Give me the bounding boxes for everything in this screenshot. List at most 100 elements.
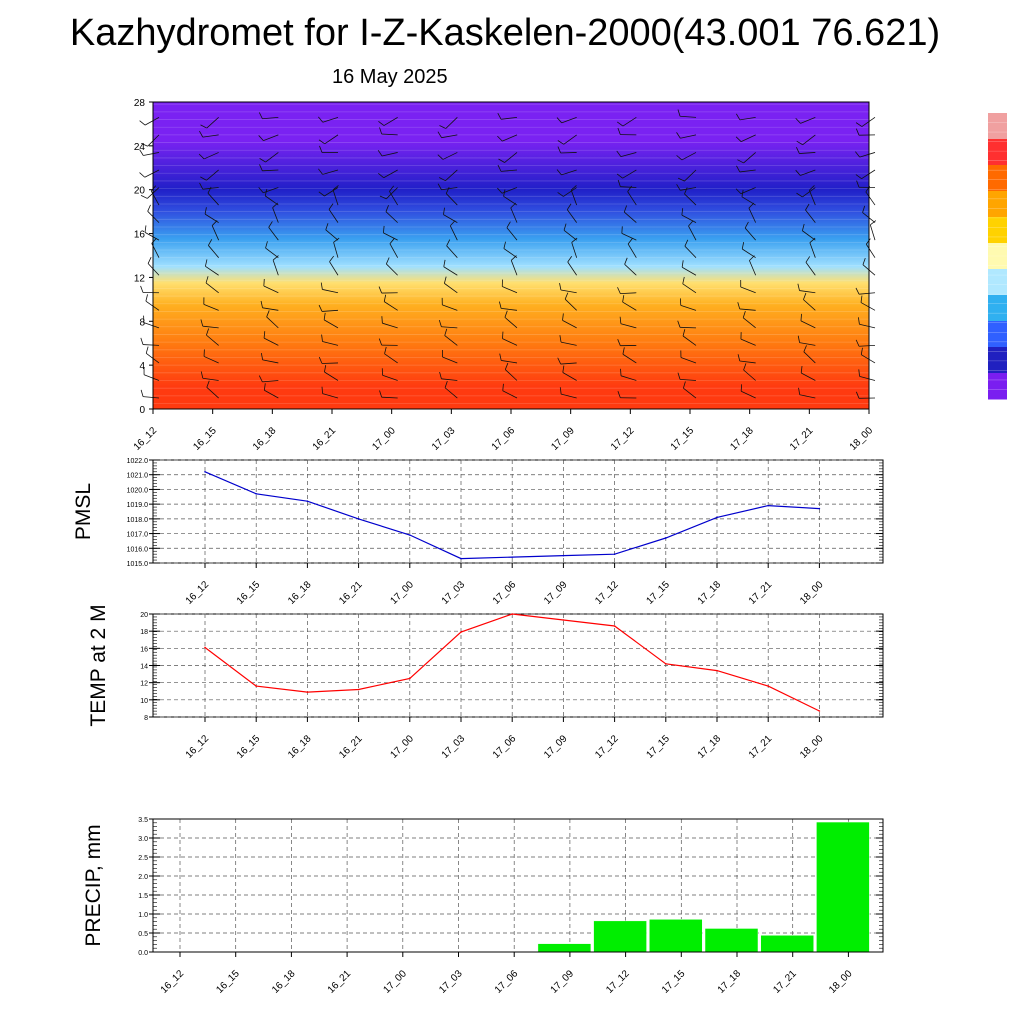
wind-barb [563, 187, 577, 197]
wind-barb-flag [855, 151, 861, 158]
wind-barb [622, 117, 637, 127]
wind-barb-flag [379, 127, 383, 135]
wind-barb [560, 362, 577, 365]
pmsl-panel: 1015.0 1016.0 1017.0 1018.0 1019.0 1020.0 1021… [72, 458, 884, 607]
wind-barb-flag [623, 205, 628, 213]
wind-barb [381, 133, 398, 136]
x-tick-label: 17_09 [549, 968, 577, 996]
wind-barb-flag [676, 155, 683, 161]
wind-barb-flag [389, 238, 395, 244]
wind-barb-flag [206, 328, 210, 336]
precip-bar [704, 928, 759, 953]
x-tick-label: 16_15 [214, 968, 242, 996]
x-tick-label: 17_03 [430, 425, 458, 453]
x-tick-label: 17_18 [716, 968, 744, 996]
wind-barb-flag [559, 387, 562, 395]
wind-barb-flag [325, 223, 329, 230]
pmsl-point [613, 553, 616, 555]
plot-frame [152, 818, 884, 953]
x-tick-label: 17_06 [491, 579, 519, 607]
wind-barb [383, 117, 398, 126]
wind-barb [808, 190, 816, 206]
pmsl-point [665, 537, 667, 539]
wind-barb [561, 393, 577, 399]
wind-barb [744, 227, 756, 241]
wind-barb-flag [147, 257, 152, 264]
wind-barb [206, 334, 219, 346]
wind-barb [739, 116, 756, 121]
wind-barb-flag [141, 143, 148, 147]
temp-point [460, 631, 462, 633]
wind-barb-flag [616, 173, 623, 179]
wind-barb-flag [497, 187, 503, 194]
wind-barb [206, 387, 219, 399]
x-tick-label: 17_00 [370, 425, 398, 453]
x-tick-label: 17_00 [381, 968, 409, 996]
wind-barb [740, 338, 756, 346]
wind-barb-flag [557, 357, 562, 365]
wind-barb [739, 308, 756, 311]
wind-barb [680, 357, 697, 364]
pmsl-point [818, 507, 821, 510]
wind-barb [800, 116, 816, 124]
wind-barb-flag [855, 122, 863, 127]
pmsl-point [306, 500, 309, 503]
temp-point [204, 646, 206, 649]
wind-barb-flag [627, 238, 633, 245]
colorbar-swatch [988, 295, 1007, 322]
wind-barb [803, 351, 816, 364]
wind-barb [446, 245, 458, 258]
wind-barb [570, 189, 578, 206]
wind-barb-flag [805, 256, 811, 263]
wind-barb-flag [616, 150, 622, 157]
x-tick-label: 16_15 [235, 579, 263, 607]
heat-field [153, 102, 869, 409]
wind-barb [740, 390, 756, 399]
wind-barb [620, 375, 637, 381]
colorbar-swatch [988, 191, 1007, 218]
wind-barb-flag [617, 179, 621, 187]
wind-barb-flag [318, 304, 323, 312]
wind-barb-flag [319, 145, 323, 153]
wind-barb-flag [140, 195, 148, 199]
wind-barb-flag [557, 192, 564, 197]
wind-barb-flag [564, 292, 569, 300]
wind-barb-flag [259, 164, 263, 171]
y-tick-label: 0.5 [138, 931, 148, 938]
wind-barb-flag [617, 287, 621, 294]
wind-barb-flag [858, 369, 860, 377]
wind-barb-flag [318, 139, 325, 145]
wind-barb [322, 393, 339, 399]
temp-panel: 8 10 12 14 16 18 20 16_12 16_15 16_18 16_21 17_00 17… [87, 604, 884, 761]
wind-barb [859, 345, 876, 347]
colorbar-swatch [988, 139, 1007, 166]
temp-point [767, 685, 769, 687]
wind-barb-flag [265, 241, 268, 249]
cross-section-panel: 0 4 8 12 16 20 24 28 16_12 16_15 16_18 16_21 17_00 17… [132, 98, 877, 453]
wind-barb-flag [737, 159, 744, 164]
wind-barb [805, 209, 816, 223]
wind-barb-flag [802, 223, 805, 231]
wind-barb-flag [377, 150, 383, 157]
wind-barb-flag [743, 363, 747, 371]
wind-barb-flag [870, 220, 877, 226]
wind-barb-flag [562, 313, 564, 321]
wind-barb [272, 259, 279, 276]
wind-barb [859, 292, 876, 295]
temp-point [613, 625, 616, 627]
wind-barb [740, 286, 756, 294]
wind-barb [389, 243, 399, 258]
wind-barb [384, 301, 398, 311]
wind-barb-flag [865, 238, 871, 245]
wind-barb-flag [439, 177, 446, 182]
wind-barb [566, 209, 577, 223]
wind-barb [444, 283, 458, 294]
wind-barb [264, 195, 279, 206]
x-tick-label: 17_09 [542, 733, 570, 761]
precip-bar [593, 920, 647, 953]
temp-point [716, 669, 718, 672]
wind-barb [442, 356, 458, 364]
wind-barb-flag [797, 335, 800, 343]
wind-barb-flag [798, 387, 801, 395]
